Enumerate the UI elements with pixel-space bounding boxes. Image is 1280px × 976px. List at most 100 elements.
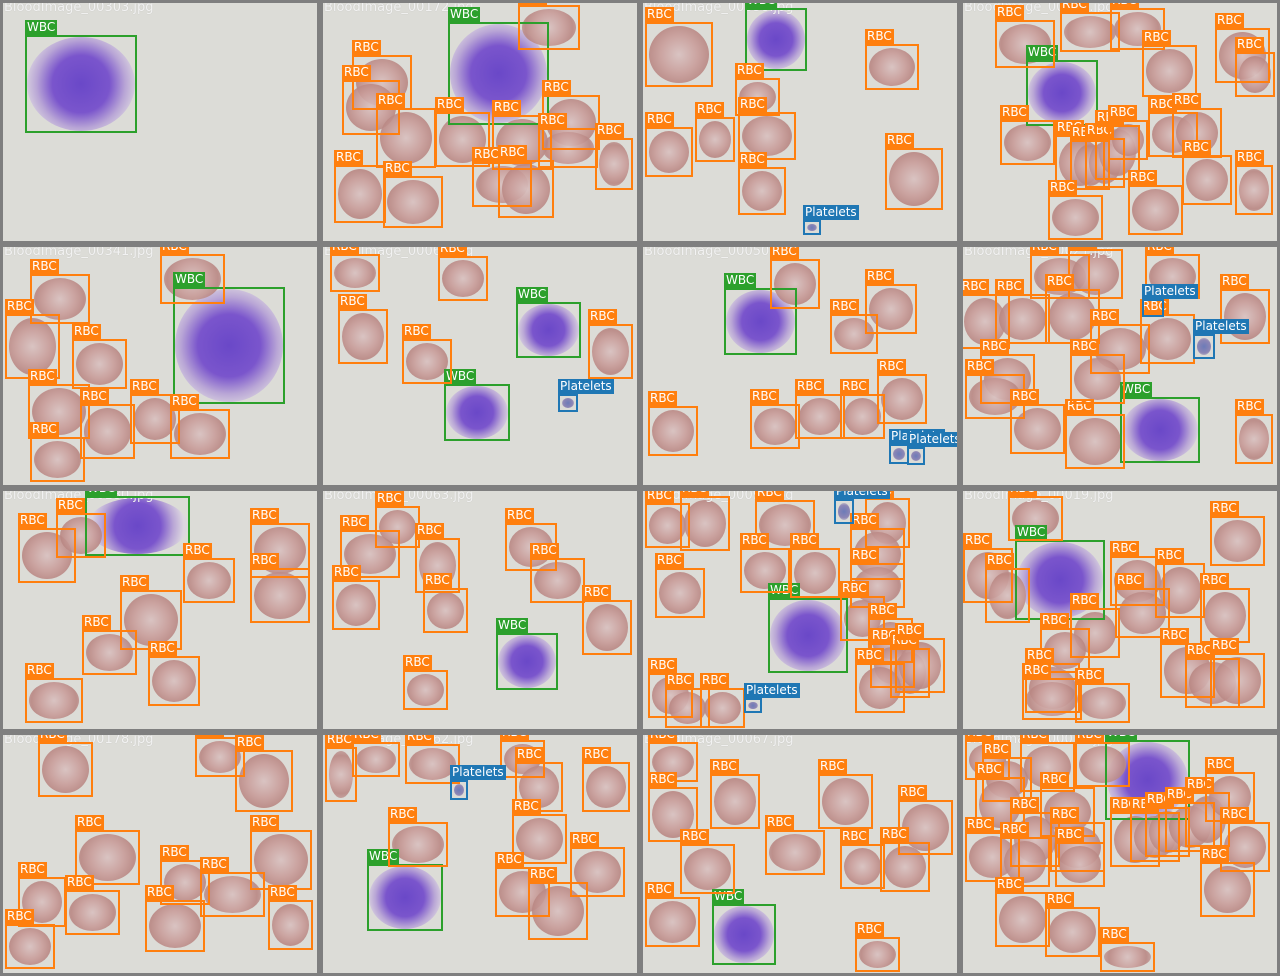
bbox-label: RBC xyxy=(750,389,779,404)
bbox-rbc: RBC xyxy=(680,488,730,551)
bbox-label: RBC xyxy=(200,857,229,872)
bbox-rbc: RBC xyxy=(148,641,200,706)
bbox-wbc: WBC xyxy=(85,488,190,556)
bbox-label: RBC xyxy=(1200,847,1229,862)
bbox-rbc: RBC xyxy=(645,112,693,177)
bbox-label: RBC xyxy=(1070,593,1099,608)
bbox-label: Platelets xyxy=(1142,284,1198,299)
bbox-label: RBC xyxy=(645,488,674,503)
bbox-label: RBC xyxy=(680,829,709,844)
bbox-rbc: RBC xyxy=(765,815,825,875)
red-blood-cell xyxy=(29,682,79,719)
image-tile: BloodImage_00172.jpg WBC RBC RBC RBC RBC RBC RB… xyxy=(320,0,640,244)
bbox-label: RBC xyxy=(855,922,884,937)
bbox-rbc: RBC xyxy=(735,63,780,116)
bbox-rbc: RBC xyxy=(472,147,532,207)
bbox-label: WBC xyxy=(1120,382,1153,397)
bbox-rbc: RBC xyxy=(250,815,312,890)
bbox-label: RBC xyxy=(375,491,404,506)
red-blood-cell xyxy=(989,572,1026,619)
bbox-label: RBC xyxy=(840,379,869,394)
bbox-label: RBC xyxy=(438,244,467,256)
bbox-label: RBC xyxy=(965,359,994,374)
bbox-label: RBC xyxy=(1155,548,1184,563)
white-blood-cell xyxy=(518,304,579,356)
bbox-rbc: RBC xyxy=(695,102,735,162)
white-blood-cell xyxy=(369,866,441,929)
bbox-label: RBC xyxy=(75,815,104,830)
bbox-label: RBC xyxy=(402,324,431,339)
red-blood-cell xyxy=(1049,911,1096,953)
bbox-label: RBC xyxy=(1220,274,1249,289)
bbox-rbc: RBC xyxy=(995,5,1055,68)
bbox-rbc: RBC xyxy=(965,359,1025,419)
bbox-label: WBC xyxy=(25,20,58,35)
bbox-rbc: RBC xyxy=(438,244,488,301)
red-blood-cell xyxy=(254,572,306,619)
bbox-rbc: RBC xyxy=(770,244,820,309)
bbox-rbc: RBC xyxy=(5,909,55,969)
bbox-label: RBC xyxy=(334,150,363,165)
red-blood-cell xyxy=(380,112,432,164)
red-blood-cell xyxy=(9,928,51,965)
red-blood-cell xyxy=(199,741,241,773)
bbox-label: RBC xyxy=(868,603,897,618)
bbox-label: RBC xyxy=(830,299,859,314)
red-blood-cell xyxy=(1074,358,1121,400)
bbox-label: RBC xyxy=(588,309,617,324)
bbox-rbc: RBC xyxy=(680,829,735,894)
white-blood-cell xyxy=(498,635,556,688)
red-blood-cell xyxy=(744,552,786,589)
bbox-label: RBC xyxy=(145,885,174,900)
bbox-label: RBC xyxy=(740,533,769,548)
red-blood-cell xyxy=(859,941,896,968)
bbox-label: RBC xyxy=(170,394,199,409)
bbox-label: RBC xyxy=(120,575,149,590)
bbox-label: RBC xyxy=(80,389,109,404)
bbox-label: RBC xyxy=(595,123,624,138)
red-blood-cell xyxy=(684,848,731,890)
bbox-label: RBC xyxy=(352,732,381,742)
bbox-rbc: RBC xyxy=(415,523,460,593)
white-blood-cell xyxy=(446,386,508,439)
bbox-label: RBC xyxy=(195,732,224,737)
bbox-rbc: RBC xyxy=(80,389,135,459)
bbox-wbc: WBC xyxy=(444,369,510,441)
bbox-label: RBC xyxy=(582,585,611,600)
bbox-rbc: RBC xyxy=(56,498,106,558)
red-blood-cell xyxy=(69,894,116,931)
bbox-label: RBC xyxy=(340,515,369,530)
bbox-rbc: RBC xyxy=(130,379,180,444)
bbox-label: RBC xyxy=(5,299,34,314)
red-blood-cell xyxy=(1144,318,1191,360)
red-blood-cell xyxy=(1049,293,1096,340)
bbox-label: RBC xyxy=(1115,573,1144,588)
bbox-wbc: WBC xyxy=(1026,45,1098,126)
bbox-label: RBC xyxy=(963,533,992,548)
platelet xyxy=(562,398,574,408)
bbox-rbc: RBC xyxy=(1075,668,1130,723)
bbox-rbc: RBC xyxy=(645,488,690,548)
bbox-label: RBC xyxy=(1220,807,1249,822)
bbox-label: RBC xyxy=(582,747,611,762)
bbox-wbc: WBC xyxy=(1120,382,1200,463)
bbox-rbc: RBC xyxy=(1008,488,1063,541)
bbox-rbc: RBC xyxy=(738,97,796,160)
bbox-label: RBC xyxy=(38,732,67,742)
bbox-label: RBC xyxy=(423,573,452,588)
bbox-rbc: RBC xyxy=(1215,13,1270,83)
bbox-label: RBC xyxy=(542,80,571,95)
bbox-label: RBC xyxy=(735,63,764,78)
bbox-rbc: RBC xyxy=(850,513,905,580)
bbox-rbc: RBC xyxy=(1065,399,1125,469)
bbox-label: WBC xyxy=(724,273,757,288)
bbox-label: RBC xyxy=(965,817,994,832)
red-blood-cell xyxy=(272,904,309,946)
bbox-label: WBC xyxy=(444,369,477,384)
red-blood-cell xyxy=(592,328,629,375)
red-blood-cell xyxy=(586,766,626,808)
bbox-rbc: RBC xyxy=(865,29,919,90)
bbox-rbc: RBC xyxy=(38,732,93,797)
red-blood-cell xyxy=(799,398,841,435)
bbox-label: RBC xyxy=(405,732,434,744)
